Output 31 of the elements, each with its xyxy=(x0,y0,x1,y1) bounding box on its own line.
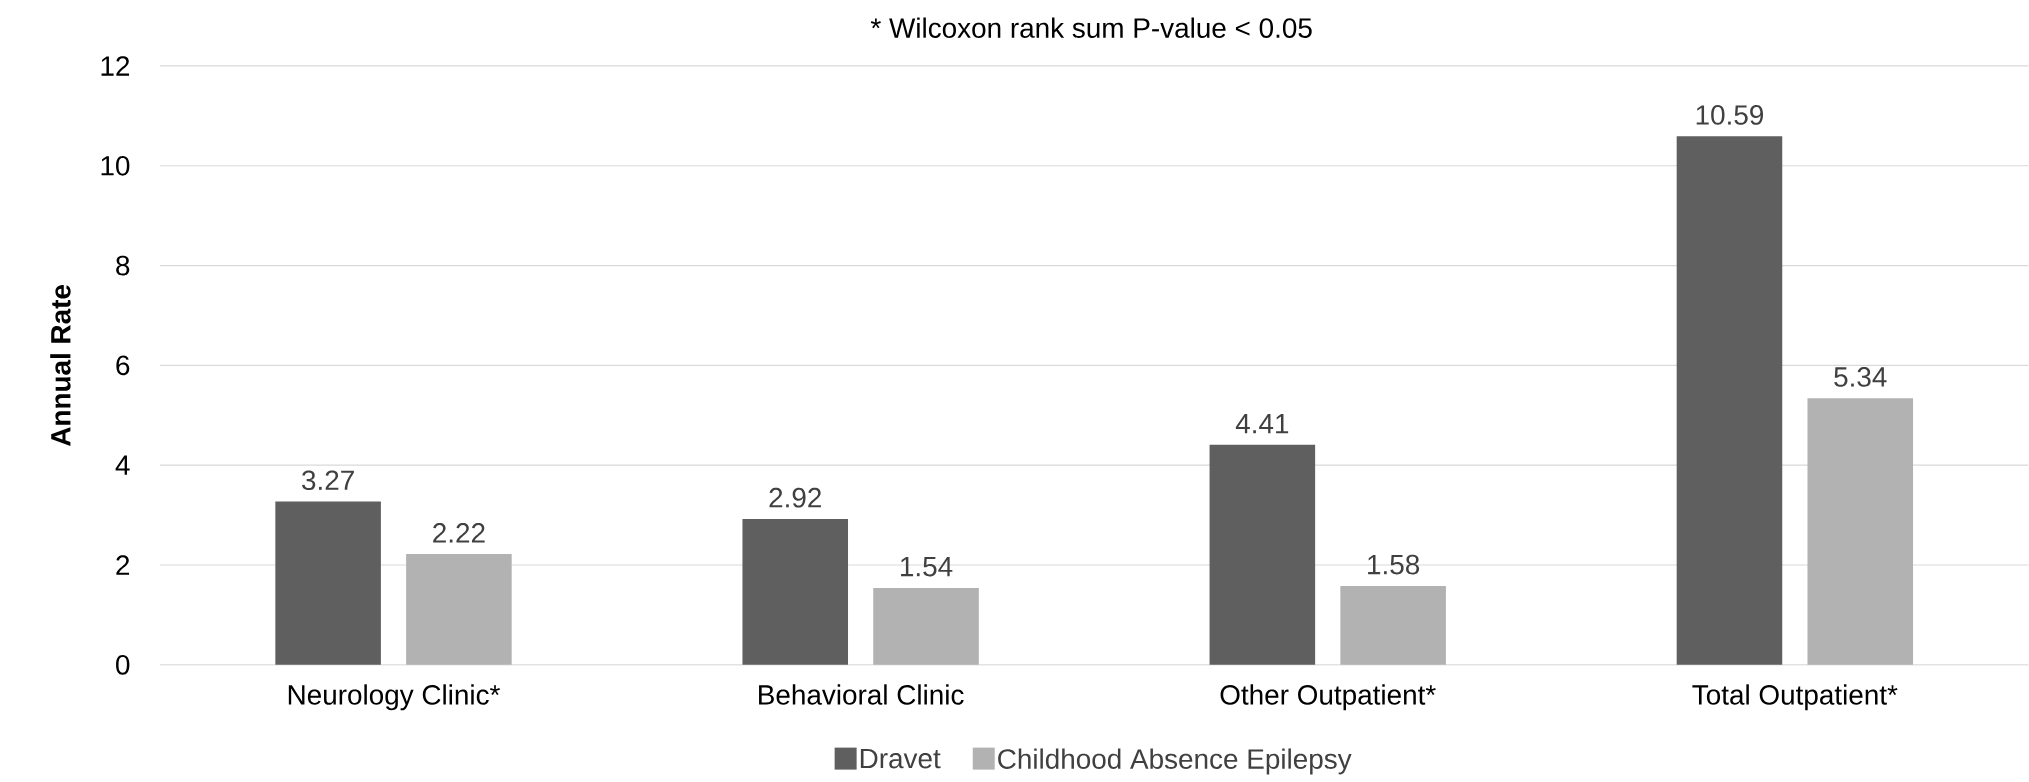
x-tick-label: Neurology Clinic* xyxy=(288,684,500,711)
data-label: 4.41 xyxy=(1235,414,1289,434)
y-tick-label: 8 xyxy=(116,255,130,276)
y-tick-label: 12 xyxy=(101,56,130,76)
bar xyxy=(406,554,512,665)
y-tick-label: 4 xyxy=(115,455,130,475)
chart-title: * Wilcoxon rank sum P-value < 0.05 xyxy=(870,17,1312,39)
bar xyxy=(1209,444,1316,665)
x-tick-label: Other Outpatient* xyxy=(1220,684,1436,711)
bar xyxy=(873,588,979,665)
legend-label: Childhood Absence Epilepsy xyxy=(998,748,1352,775)
data-label: 5.34 xyxy=(1834,367,1887,387)
data-label: 2.92 xyxy=(769,487,821,508)
bar xyxy=(742,519,849,665)
y-tick-label: 6 xyxy=(116,355,130,376)
bar xyxy=(275,501,381,665)
data-label: 2.22 xyxy=(433,523,485,543)
data-label: 1.54 xyxy=(901,557,953,577)
data-label: 3.27 xyxy=(302,470,354,491)
y-tick-label: 0 xyxy=(116,655,130,675)
data-label: 10.59 xyxy=(1696,105,1764,125)
data-label: 1.58 xyxy=(1368,554,1420,575)
bar xyxy=(1340,586,1446,665)
y-axis-title: Annual Rate xyxy=(50,285,71,447)
y-tick-label: 10 xyxy=(101,156,130,176)
y-tick-label: 2 xyxy=(116,555,130,575)
bar xyxy=(1807,398,1914,665)
x-tick-label: Behavioral Clinic xyxy=(759,684,964,705)
legend-label: Dravet xyxy=(860,749,941,769)
bar xyxy=(1676,136,1783,665)
x-tick-label: Total Outpatient* xyxy=(1692,684,1898,711)
